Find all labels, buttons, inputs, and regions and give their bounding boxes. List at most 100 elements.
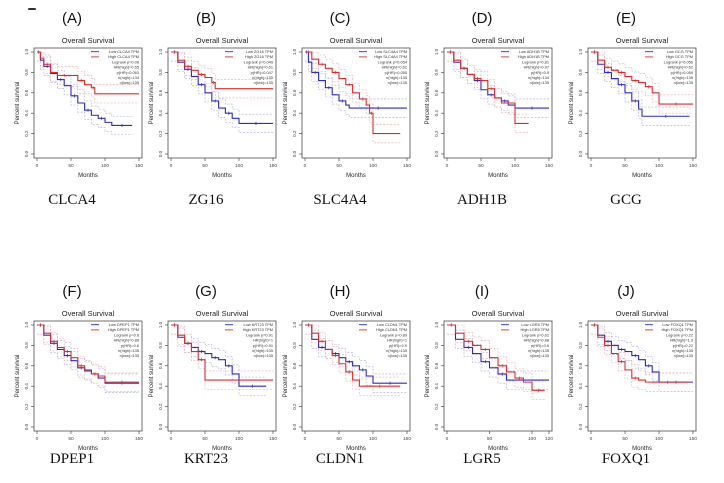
y-axis-label: Percent survival <box>569 82 575 125</box>
survival-panel-krt23: (G) KRT23 Overall Survival 0.0 0.2 0.4 0.6 0.8 1… <box>136 283 277 483</box>
plot-frame <box>587 47 697 159</box>
y-tick-label: 0.8 <box>292 69 297 76</box>
legend-entry: n(low)=135 <box>530 80 549 85</box>
y-tick-label: 1.0 <box>578 321 583 328</box>
y-tick-label: 0.0 <box>434 423 439 430</box>
legend-entry: High GCG TPM <box>666 54 693 59</box>
x-tick-label: 0 <box>36 163 39 169</box>
x-axis-label: Months <box>212 173 232 179</box>
km-plot: Overall Survival 0.0 0.2 0.4 0.6 0.8 1.0 0 50 100… <box>149 309 277 452</box>
x-tick-label: 100 <box>101 163 109 169</box>
panel-letter: (F) <box>62 283 82 300</box>
x-tick-label: 100 <box>511 163 519 169</box>
legend-entry: n(high)=135 <box>252 348 273 353</box>
y-tick-label: 1.0 <box>24 321 29 328</box>
y-axis-label: Percent survival <box>149 82 155 125</box>
x-tick-label: 100 <box>655 436 663 442</box>
plot-frame <box>301 47 411 159</box>
x-tick-label: 50 <box>202 436 208 442</box>
plot-title: Overall Survival <box>330 36 383 45</box>
y-tick-label: 0.6 <box>24 89 29 96</box>
y-tick-label: 0.6 <box>578 362 583 369</box>
y-tick-label: 0.2 <box>292 130 297 137</box>
y-tick-label: 0.6 <box>434 89 439 96</box>
km-plot: Overall Survival 0.0 0.2 0.4 0.6 0.8 1.0 0 50 100… <box>15 309 143 452</box>
legend-entry: Low GCG TPM <box>667 49 693 54</box>
y-tick-label: 0.0 <box>292 423 297 430</box>
low-ci-upper <box>171 324 267 378</box>
high-ci-upper <box>305 324 401 378</box>
x-tick-label: 100 <box>369 436 377 442</box>
plot-frame <box>167 47 277 159</box>
x-axis-label: Months <box>488 446 508 452</box>
legend-entry: HR(high)=0.61 <box>248 65 273 70</box>
legend-entry: p(HR)=0.6 <box>531 343 549 348</box>
y-tick-label: 0.0 <box>578 423 583 430</box>
x-tick-label: 100 <box>235 436 243 442</box>
y-tick-label: 0.2 <box>578 403 583 410</box>
gene-label: CLDN1 <box>315 451 365 467</box>
legend-entry: Logrank p=0.056 <box>664 59 693 64</box>
panel-letter: (G) <box>195 283 217 300</box>
high-survival-curve <box>447 51 529 124</box>
x-tick-label: 150 <box>689 163 697 169</box>
high-ci-upper <box>171 51 273 80</box>
x-tick-label: 0 <box>446 163 449 169</box>
y-tick-label: 1.0 <box>24 48 29 55</box>
legend-entry: n(low)=135 <box>254 80 273 85</box>
high-ci-lower <box>591 333 690 392</box>
survival-panel-adh1b: (D) ADH1B Overall Survival 0.0 0.2 0.4 0.6 0.8 1… <box>412 10 553 210</box>
x-tick-label: 50 <box>336 163 342 169</box>
y-tick-label: 0.8 <box>158 69 163 76</box>
y-tick-label: 0.0 <box>434 150 439 157</box>
y-tick-label: 0.2 <box>24 403 29 410</box>
legend-entry: HR(high)=0.88 <box>114 338 139 343</box>
legend-entry: Logrank p=0.61 <box>522 332 549 337</box>
legend-entry: p(HR)=0.047 <box>251 70 273 75</box>
x-tick-label: 50 <box>622 163 628 169</box>
x-tick-label: 150 <box>545 163 553 169</box>
x-axis-label: Months <box>212 446 232 452</box>
high-ci-upper <box>447 324 545 382</box>
y-tick-label: 0.4 <box>434 110 439 117</box>
y-tick-label: 1.0 <box>158 48 163 55</box>
legend-entry: n(high)=135 <box>386 75 407 80</box>
survival-panel-dpep1: (F) DPEP1 Overall Survival 0.0 0.2 0.4 0.6 0.8 1… <box>2 283 143 483</box>
legend-entry: HR(high)=0.62 <box>382 65 407 70</box>
legend-entry: Low SLC4A4 TPM <box>375 49 407 54</box>
y-tick-label: 0.4 <box>24 383 29 390</box>
plot-frame <box>587 320 697 432</box>
legend-entry: p(HR)=0.91 <box>253 343 273 348</box>
y-tick-label: 0.2 <box>158 403 163 410</box>
legend-entry: HR(high)=1 <box>387 338 407 343</box>
km-plot: Overall Survival 0.0 0.2 0.4 0.6 0.8 1.0 0 50 100… <box>15 36 143 179</box>
legend-entry: Low CLDN1 TPM <box>377 322 407 327</box>
legend-entry: High ADH1B TPM <box>518 54 549 59</box>
plot-title: Overall Survival <box>472 309 525 318</box>
legend-entry: p(HR)=0.22 <box>673 343 693 348</box>
y-tick-label: 1.0 <box>434 321 439 328</box>
legend-entry: p(HR)=0.059 <box>671 70 693 75</box>
legend-entry: Logrank p=0.049 <box>244 59 273 64</box>
gene-label: CLCA4 <box>48 192 96 208</box>
gene-label: GCG <box>610 192 642 208</box>
plot-frame <box>167 320 277 432</box>
gene-label: DPEP1 <box>49 451 95 467</box>
km-plot: Overall Survival 0.0 0.2 0.4 0.6 0.8 1.0 0 50 100… <box>425 309 553 452</box>
km-plot: Overall Survival 0.0 0.2 0.4 0.6 0.8 1.0 0 50 100… <box>283 309 411 452</box>
legend-entry: Low ADH1B TPM <box>519 49 549 54</box>
legend-entry: High FOXQ1 TPM <box>662 327 694 332</box>
x-tick-label: 120 <box>545 436 553 442</box>
y-tick-label: 0.2 <box>292 403 297 410</box>
x-tick-label: 0 <box>446 436 449 442</box>
panel-letter: (H) <box>329 283 351 300</box>
gene-label: KRT23 <box>183 451 229 467</box>
y-tick-label: 0.8 <box>434 342 439 349</box>
km-plot: Overall Survival 0.0 0.2 0.4 0.6 0.8 1.0 0 50 100… <box>569 36 697 179</box>
low-ci-lower <box>171 60 273 133</box>
x-axis-label: Months <box>78 446 98 452</box>
high-survival-curve <box>591 51 693 105</box>
x-axis-label: Months <box>632 446 652 452</box>
y-axis-label: Percent survival <box>15 82 21 125</box>
legend-entry: Logrank p=0.22 <box>666 332 693 337</box>
